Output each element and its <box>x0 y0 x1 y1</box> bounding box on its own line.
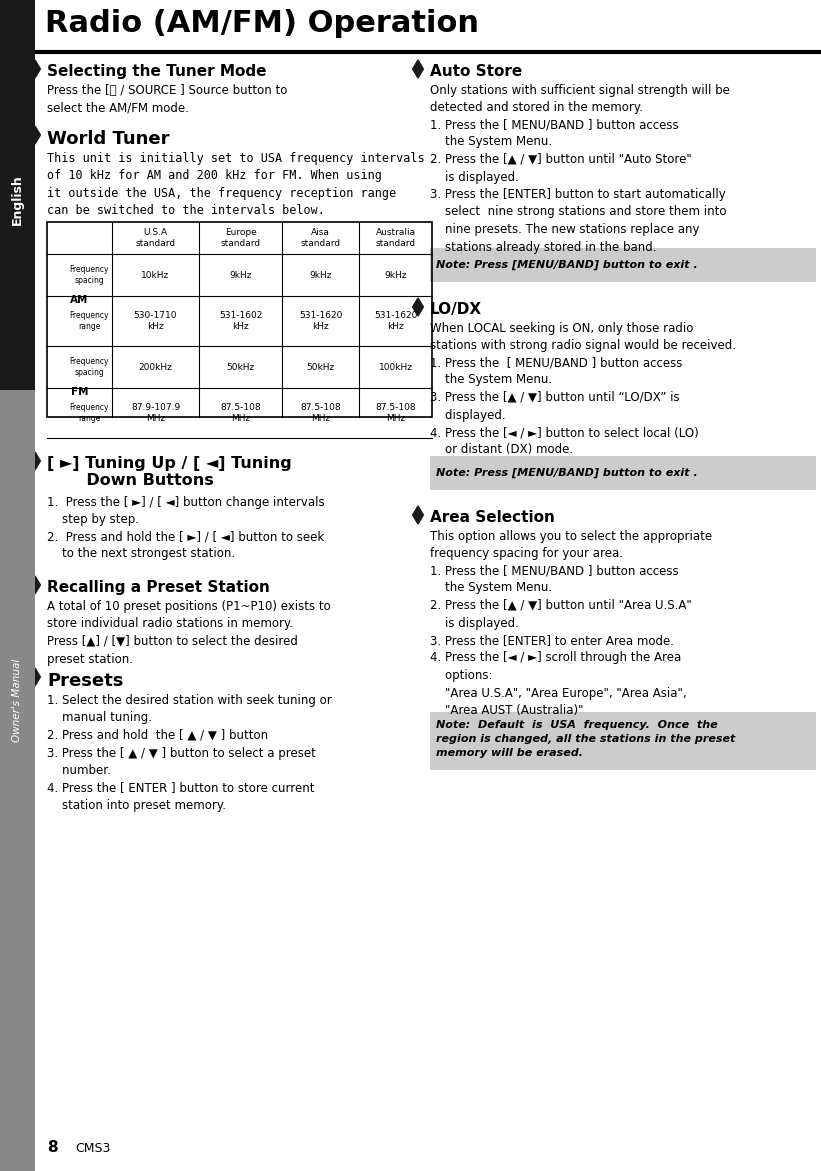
Text: 8: 8 <box>47 1141 57 1156</box>
Text: 531-1620
kHz: 531-1620 kHz <box>299 311 342 330</box>
Text: FM: FM <box>71 386 88 397</box>
Polygon shape <box>30 126 40 144</box>
Text: 87.5-108
MHz: 87.5-108 MHz <box>220 403 261 423</box>
Bar <box>0 0 35 390</box>
Text: Frequency
range: Frequency range <box>70 311 109 330</box>
Text: 1. Select the desired station with seek tuning or
    manual tuning.
2. Press an: 1. Select the desired station with seek … <box>47 694 332 812</box>
Polygon shape <box>413 297 424 316</box>
Bar <box>430 456 816 489</box>
Text: 9kHz: 9kHz <box>384 271 406 280</box>
Text: 10kHz: 10kHz <box>141 271 170 280</box>
Text: 50kHz: 50kHz <box>306 363 335 371</box>
Text: 9kHz: 9kHz <box>229 271 252 280</box>
Text: 1. Press the [ MENU/BAND ] button access
    the System Menu.
2. Press the [▲ / : 1. Press the [ MENU/BAND ] button access… <box>430 118 727 253</box>
Text: Radio (AM/FM) Operation: Radio (AM/FM) Operation <box>45 9 479 39</box>
Text: Only stations with sufficient signal strength will be
detected and stored in the: Only stations with sufficient signal str… <box>430 84 730 115</box>
Polygon shape <box>30 576 40 594</box>
Text: 50kHz: 50kHz <box>227 363 255 371</box>
Text: 1. Press the  [ MENU/BAND ] button access
    the System Menu.
3. Press the [▲ /: 1. Press the [ MENU/BAND ] button access… <box>430 356 699 457</box>
Text: 87.5-108
MHz: 87.5-108 MHz <box>300 403 341 423</box>
Bar <box>35 0 821 48</box>
Text: Note:  Default  is  USA  frequency.  Once  the
region is changed, all the statio: Note: Default is USA frequency. Once the… <box>436 720 736 758</box>
Text: 100kHz: 100kHz <box>378 363 412 371</box>
Text: 2.  Press and hold the [ ►] / [ ◄] button to seek
    to the next strongest stat: 2. Press and hold the [ ►] / [ ◄] button… <box>47 530 324 561</box>
Text: Note: Press [MENU/BAND] button to exit .: Note: Press [MENU/BAND] button to exit . <box>436 260 698 271</box>
Text: 1.  Press the [ ►] / [ ◄] button change intervals
    step by step.: 1. Press the [ ►] / [ ◄] button change i… <box>47 497 324 527</box>
Text: Europe
standard: Europe standard <box>220 228 260 248</box>
Text: World Tuner: World Tuner <box>47 130 169 148</box>
Text: This option allows you to select the appropriate
frequency spacing for your area: This option allows you to select the app… <box>430 530 712 561</box>
Text: 9kHz: 9kHz <box>310 271 332 280</box>
Text: Frequency
spacing: Frequency spacing <box>70 266 109 285</box>
Text: AM: AM <box>71 295 89 304</box>
Text: 531-1602
kHz: 531-1602 kHz <box>219 311 262 330</box>
Bar <box>0 390 35 1171</box>
Text: English: English <box>11 174 24 225</box>
Text: Australia
standard: Australia standard <box>375 228 415 248</box>
Bar <box>47 222 432 417</box>
Text: A total of 10 preset positions (P1~P10) exists to
store individual radio station: A total of 10 preset positions (P1~P10) … <box>47 600 331 665</box>
Text: Owner's Manual: Owner's Manual <box>12 658 22 741</box>
Polygon shape <box>30 452 40 470</box>
Text: Presets: Presets <box>47 672 123 690</box>
Text: Recalling a Preset Station: Recalling a Preset Station <box>47 580 270 595</box>
Text: [ ►] Tuning Up / [ ◄] Tuning
       Down Buttons: [ ►] Tuning Up / [ ◄] Tuning Down Button… <box>47 456 291 488</box>
Text: Note: Press [MENU/BAND] button to exit .: Note: Press [MENU/BAND] button to exit . <box>436 468 698 478</box>
Polygon shape <box>413 60 424 78</box>
Text: 87.9-107.9
MHz: 87.9-107.9 MHz <box>131 403 180 423</box>
Polygon shape <box>413 506 424 523</box>
Text: Aisa
standard: Aisa standard <box>300 228 341 248</box>
Text: LO/DX: LO/DX <box>430 302 482 317</box>
Text: Selecting the Tuner Mode: Selecting the Tuner Mode <box>47 64 267 78</box>
Polygon shape <box>30 667 40 686</box>
Text: Frequency
range: Frequency range <box>70 403 109 423</box>
Text: 530-1710
kHz: 530-1710 kHz <box>134 311 177 330</box>
Text: Press the [ⓢ / SOURCE ] Source button to
select the AM/FM mode.: Press the [ⓢ / SOURCE ] Source button to… <box>47 84 287 115</box>
Text: Area Selection: Area Selection <box>430 511 555 525</box>
Text: 1. Press the [ MENU/BAND ] button access
    the System Menu.
2. Press the [▲ / : 1. Press the [ MENU/BAND ] button access… <box>430 564 692 717</box>
Text: CMS3: CMS3 <box>75 1142 110 1155</box>
Bar <box>430 712 816 771</box>
Text: When LOCAL seeking is ON, only those radio
stations with strong radio signal wou: When LOCAL seeking is ON, only those rad… <box>430 322 736 352</box>
Text: 531-1620
kHz: 531-1620 kHz <box>374 311 417 330</box>
Text: 87.5-108
MHz: 87.5-108 MHz <box>375 403 415 423</box>
Text: This unit is initially set to USA frequency intervals
of 10 kHz for AM and 200 k: This unit is initially set to USA freque… <box>47 152 424 218</box>
Text: 200kHz: 200kHz <box>139 363 172 371</box>
Text: Auto Store: Auto Store <box>430 64 522 78</box>
Text: U.S.A
standard: U.S.A standard <box>135 228 176 248</box>
Polygon shape <box>30 60 40 78</box>
Bar <box>430 248 816 282</box>
Text: Frequency
spacing: Frequency spacing <box>70 357 109 377</box>
